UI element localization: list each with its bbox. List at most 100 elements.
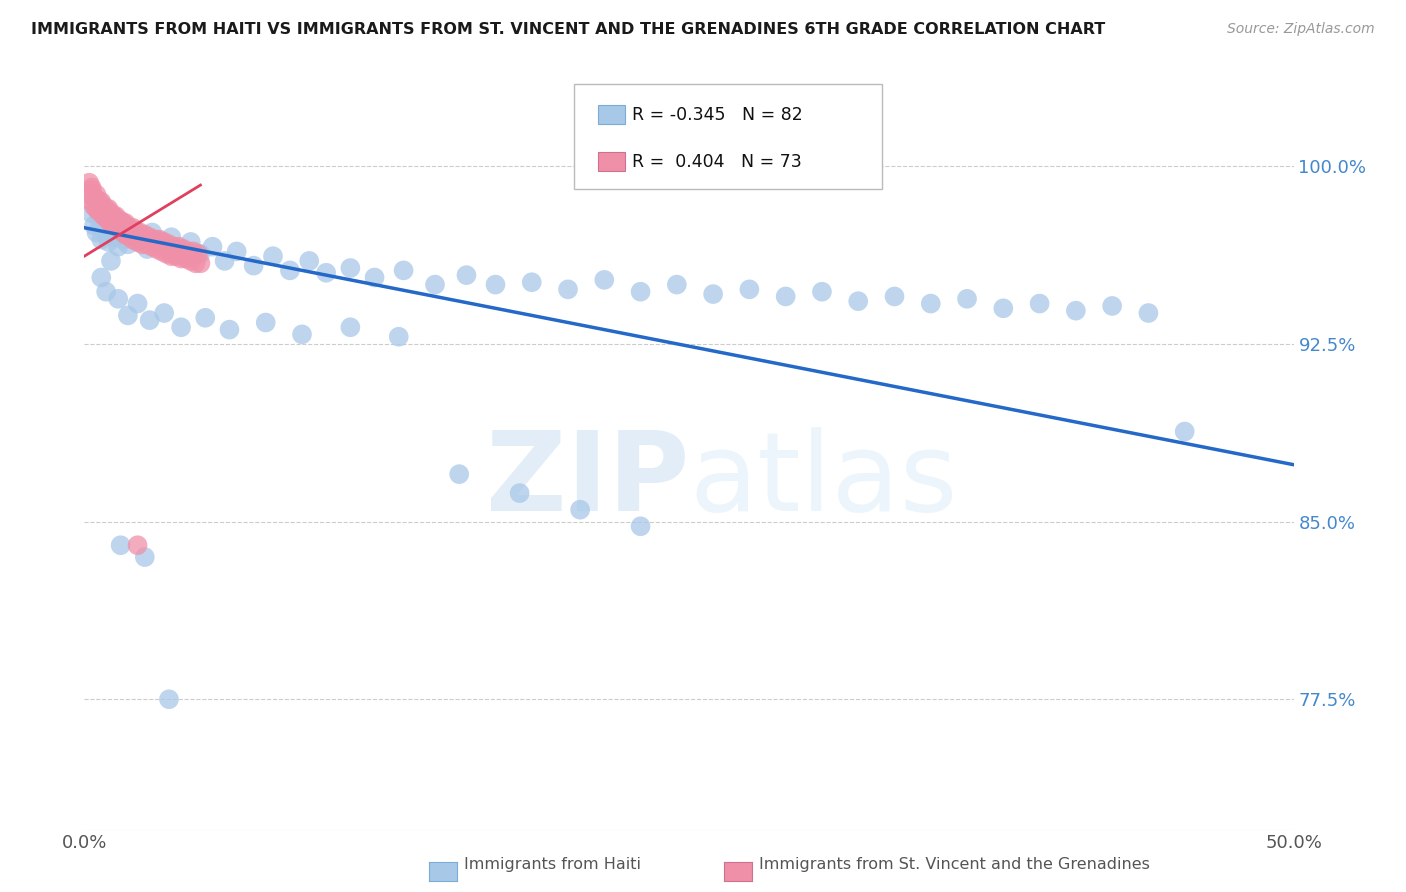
- Point: [190, 256, 212, 270]
- Point: [173, 242, 195, 256]
- Point: [90, 197, 112, 211]
- Point: [187, 247, 209, 261]
- Point: [423, 277, 446, 292]
- Point: [153, 237, 176, 252]
- Point: [143, 233, 166, 247]
- Point: [104, 213, 127, 227]
- Point: [160, 230, 183, 244]
- Point: [262, 249, 284, 263]
- Point: [846, 294, 869, 309]
- Point: [557, 282, 579, 296]
- Point: [103, 209, 125, 223]
- Point: [93, 209, 115, 223]
- Point: [127, 538, 149, 552]
- Point: [94, 227, 117, 242]
- Point: [484, 277, 506, 292]
- Point: [214, 253, 236, 268]
- Bar: [599, 153, 624, 171]
- Point: [298, 253, 321, 268]
- Text: Immigrants from St. Vincent and the Grenadines: Immigrants from St. Vincent and the Gren…: [759, 857, 1150, 872]
- Point: [93, 220, 115, 235]
- Point: [184, 256, 207, 270]
- Point: [811, 285, 834, 299]
- Point: [134, 550, 156, 565]
- Point: [170, 320, 193, 334]
- Point: [1028, 296, 1050, 310]
- Point: [80, 180, 103, 194]
- Point: [170, 242, 193, 256]
- Point: [131, 237, 153, 252]
- Point: [569, 502, 592, 516]
- Point: [77, 176, 100, 190]
- Point: [520, 275, 543, 289]
- Text: IMMIGRANTS FROM HAITI VS IMMIGRANTS FROM ST. VINCENT AND THE GRENADINES 6TH GRAD: IMMIGRANTS FROM HAITI VS IMMIGRANTS FROM…: [31, 22, 1105, 37]
- Point: [117, 227, 139, 242]
- Point: [121, 220, 143, 235]
- Point: [363, 270, 385, 285]
- Point: [94, 285, 117, 299]
- Point: [107, 213, 129, 227]
- Point: [100, 223, 122, 237]
- Text: atlas: atlas: [689, 427, 957, 534]
- Point: [121, 223, 143, 237]
- Point: [107, 292, 129, 306]
- Point: [117, 309, 139, 323]
- Point: [1174, 425, 1197, 439]
- Point: [97, 204, 120, 219]
- Point: [315, 266, 337, 280]
- Point: [110, 213, 132, 227]
- Point: [83, 190, 105, 204]
- Point: [883, 289, 905, 303]
- Point: [110, 226, 132, 240]
- Point: [100, 206, 122, 220]
- Point: [141, 240, 163, 254]
- Point: [114, 219, 136, 233]
- Point: [114, 227, 136, 242]
- Point: [83, 219, 105, 233]
- Point: [97, 202, 120, 216]
- Text: Immigrants from Haiti: Immigrants from Haiti: [464, 857, 641, 872]
- Point: [155, 247, 177, 261]
- Point: [153, 235, 176, 249]
- Point: [90, 233, 112, 247]
- Point: [141, 226, 163, 240]
- Text: R =  0.404   N = 73: R = 0.404 N = 73: [633, 153, 801, 170]
- Point: [107, 240, 129, 254]
- Point: [127, 235, 149, 249]
- Text: Source: ZipAtlas.com: Source: ZipAtlas.com: [1227, 22, 1375, 37]
- Point: [93, 199, 115, 213]
- Point: [110, 538, 132, 552]
- Point: [1101, 299, 1123, 313]
- Point: [146, 233, 169, 247]
- Point: [388, 329, 411, 343]
- Point: [117, 237, 139, 252]
- Point: [131, 230, 153, 244]
- Point: [993, 301, 1015, 316]
- Point: [83, 199, 105, 213]
- Point: [157, 237, 180, 252]
- Point: [177, 244, 200, 259]
- Point: [94, 202, 117, 216]
- Point: [163, 240, 186, 254]
- Point: [190, 247, 212, 261]
- Point: [104, 211, 127, 226]
- Point: [100, 253, 122, 268]
- Point: [392, 263, 415, 277]
- Point: [97, 213, 120, 227]
- Point: [242, 259, 264, 273]
- Point: [665, 277, 688, 292]
- Point: [110, 223, 132, 237]
- Point: [956, 292, 979, 306]
- Point: [150, 244, 173, 259]
- Point: [90, 194, 112, 209]
- Point: [86, 202, 108, 216]
- Text: ZIP: ZIP: [485, 427, 689, 534]
- Point: [129, 226, 152, 240]
- Point: [97, 235, 120, 249]
- Point: [112, 233, 135, 247]
- Point: [136, 237, 159, 252]
- Point: [1064, 303, 1087, 318]
- Point: [593, 273, 616, 287]
- FancyBboxPatch shape: [574, 84, 883, 189]
- Point: [339, 320, 361, 334]
